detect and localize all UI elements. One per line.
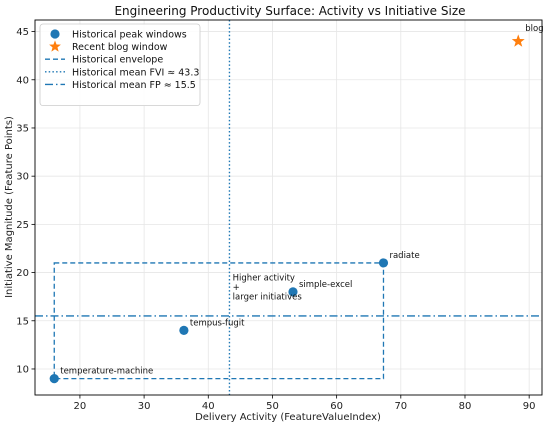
annotation-text: Higher activity + larger initiatives <box>233 273 303 302</box>
point-label: blog <box>525 24 543 34</box>
y-tick-label: 20 <box>16 268 29 279</box>
reference-lines <box>35 20 542 395</box>
points-layer <box>49 34 525 384</box>
legend-label: Historical peak windows <box>72 30 187 41</box>
x-tick-label: 70 <box>394 401 407 412</box>
grid <box>35 20 542 395</box>
legend-label: Historical mean FP ≈ 15.5 <box>72 80 196 91</box>
x-tick-label: 20 <box>74 401 87 412</box>
y-tick-label: 45 <box>16 27 29 38</box>
y-axis-ticks: 10 15 20 25 30 35 40 45 <box>16 27 35 375</box>
legend-marker-star <box>49 40 61 52</box>
y-tick-label: 10 <box>16 364 29 375</box>
legend-label: Historical envelope <box>72 55 163 66</box>
plot-frame <box>34 19 543 396</box>
x-tick-label: 50 <box>266 401 279 412</box>
legend-label: Recent blog window <box>72 42 168 53</box>
legend-marker-circle <box>50 29 60 39</box>
y-tick-label: 40 <box>16 75 29 86</box>
labels-layer: temperature-machine tempus-fugit simple-ex… <box>60 24 543 376</box>
y-axis-title: Initiative Magnitude (Feature Points) <box>4 116 15 298</box>
x-tick-label: 60 <box>330 401 343 412</box>
y-tick-label: 35 <box>16 123 29 134</box>
point-label: temperature-machine <box>60 367 153 377</box>
annotation-line: + <box>233 283 240 293</box>
recent-window-star-point <box>511 34 525 47</box>
point-label: tempus-fugit <box>190 318 245 328</box>
y-tick-label: 25 <box>16 220 29 231</box>
historical-peak-point <box>49 374 59 384</box>
x-tick-label: 40 <box>202 401 215 412</box>
x-tick-label: 90 <box>523 401 536 412</box>
point-label: radiate <box>389 251 419 261</box>
annotation-line: larger initiatives <box>233 292 303 302</box>
chart-title: Engineering Productivity Surface: Activi… <box>114 4 465 18</box>
x-tick-label: 80 <box>459 401 472 412</box>
point-label: simple-excel <box>299 280 352 290</box>
historical-peak-point <box>179 325 189 336</box>
envelope-layer <box>53 262 385 380</box>
historical-envelope <box>53 262 385 380</box>
historical-peak-point <box>288 287 298 297</box>
historical-peak-point <box>378 258 389 268</box>
legend-label: Historical mean FVI ≈ 43.3 <box>72 67 199 78</box>
annotation-line: Higher activity <box>233 273 295 283</box>
y-tick-label: 15 <box>16 316 29 327</box>
y-tick-label: 30 <box>16 172 29 183</box>
x-axis-ticks: 20 30 40 50 60 70 80 90 <box>74 395 536 412</box>
legend-box <box>39 23 201 106</box>
x-tick-label: 30 <box>138 401 151 412</box>
x-axis-title: Delivery Activity (FeatureValueIndex) <box>195 412 381 423</box>
